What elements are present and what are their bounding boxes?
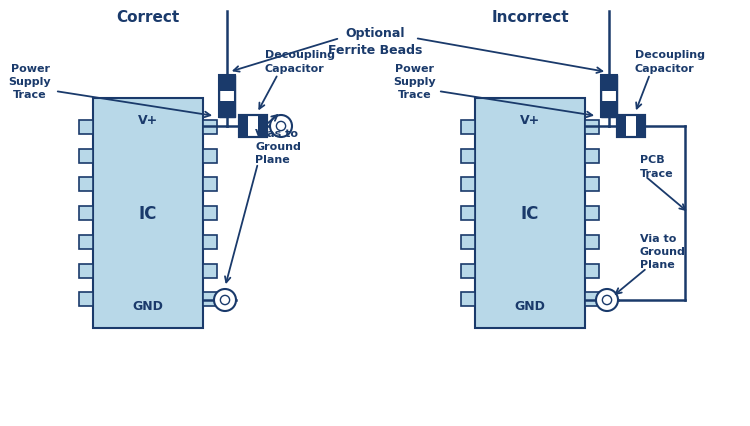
Bar <box>475 99 585 328</box>
Bar <box>203 149 217 163</box>
Text: IC: IC <box>520 204 539 222</box>
Bar <box>203 207 217 221</box>
Text: IC: IC <box>139 204 158 222</box>
Bar <box>219 102 235 118</box>
Circle shape <box>214 289 236 311</box>
Bar <box>93 99 203 328</box>
Bar <box>239 116 267 138</box>
Text: V+: V+ <box>138 114 158 127</box>
Bar <box>79 178 93 192</box>
Bar <box>461 235 475 249</box>
Bar <box>461 149 475 163</box>
Bar <box>461 264 475 278</box>
Bar <box>219 76 235 92</box>
Bar <box>585 149 599 163</box>
Bar <box>79 207 93 221</box>
Bar <box>585 121 599 135</box>
Text: Correct: Correct <box>116 9 180 24</box>
Bar <box>79 121 93 135</box>
Bar <box>585 178 599 192</box>
Text: Via to
Ground
Plane: Via to Ground Plane <box>640 233 686 270</box>
Bar <box>601 76 617 118</box>
Bar <box>461 178 475 192</box>
Text: GND: GND <box>514 300 545 313</box>
Circle shape <box>277 122 286 131</box>
Bar <box>461 121 475 135</box>
Bar <box>461 293 475 307</box>
Bar <box>617 116 626 138</box>
Text: Decoupling
Capacitor: Decoupling Capacitor <box>635 50 705 73</box>
Bar <box>203 293 217 307</box>
Bar <box>203 235 217 249</box>
Bar <box>601 76 617 118</box>
Bar <box>79 264 93 278</box>
Text: Decoupling
Capacitor: Decoupling Capacitor <box>265 50 335 73</box>
Bar <box>601 102 617 118</box>
Text: Power
Supply
Trace: Power Supply Trace <box>9 63 51 100</box>
Bar <box>239 116 267 138</box>
Text: Incorrect: Incorrect <box>491 9 568 24</box>
Bar <box>258 116 267 138</box>
Bar <box>636 116 645 138</box>
Bar <box>203 121 217 135</box>
Bar <box>585 207 599 221</box>
Bar <box>239 116 248 138</box>
Bar <box>585 235 599 249</box>
Circle shape <box>270 116 292 138</box>
Circle shape <box>220 296 230 305</box>
Bar <box>203 264 217 278</box>
Bar <box>617 116 645 138</box>
Text: V+: V+ <box>520 114 540 127</box>
Bar <box>585 293 599 307</box>
Bar <box>601 76 617 92</box>
Bar <box>617 116 645 138</box>
Bar <box>219 76 235 118</box>
Text: Vias to
Ground
Plane: Vias to Ground Plane <box>255 129 301 165</box>
Bar <box>203 178 217 192</box>
Circle shape <box>596 289 618 311</box>
Circle shape <box>602 296 611 305</box>
Text: PCB
Trace: PCB Trace <box>640 155 674 178</box>
Text: Power
Supply
Trace: Power Supply Trace <box>394 63 436 100</box>
Bar <box>79 293 93 307</box>
Bar <box>585 264 599 278</box>
Text: Optional
Ferrite Beads: Optional Ferrite Beads <box>328 27 422 57</box>
Bar <box>219 76 235 118</box>
Bar <box>79 149 93 163</box>
Bar <box>461 207 475 221</box>
Bar <box>79 235 93 249</box>
Text: GND: GND <box>133 300 164 313</box>
